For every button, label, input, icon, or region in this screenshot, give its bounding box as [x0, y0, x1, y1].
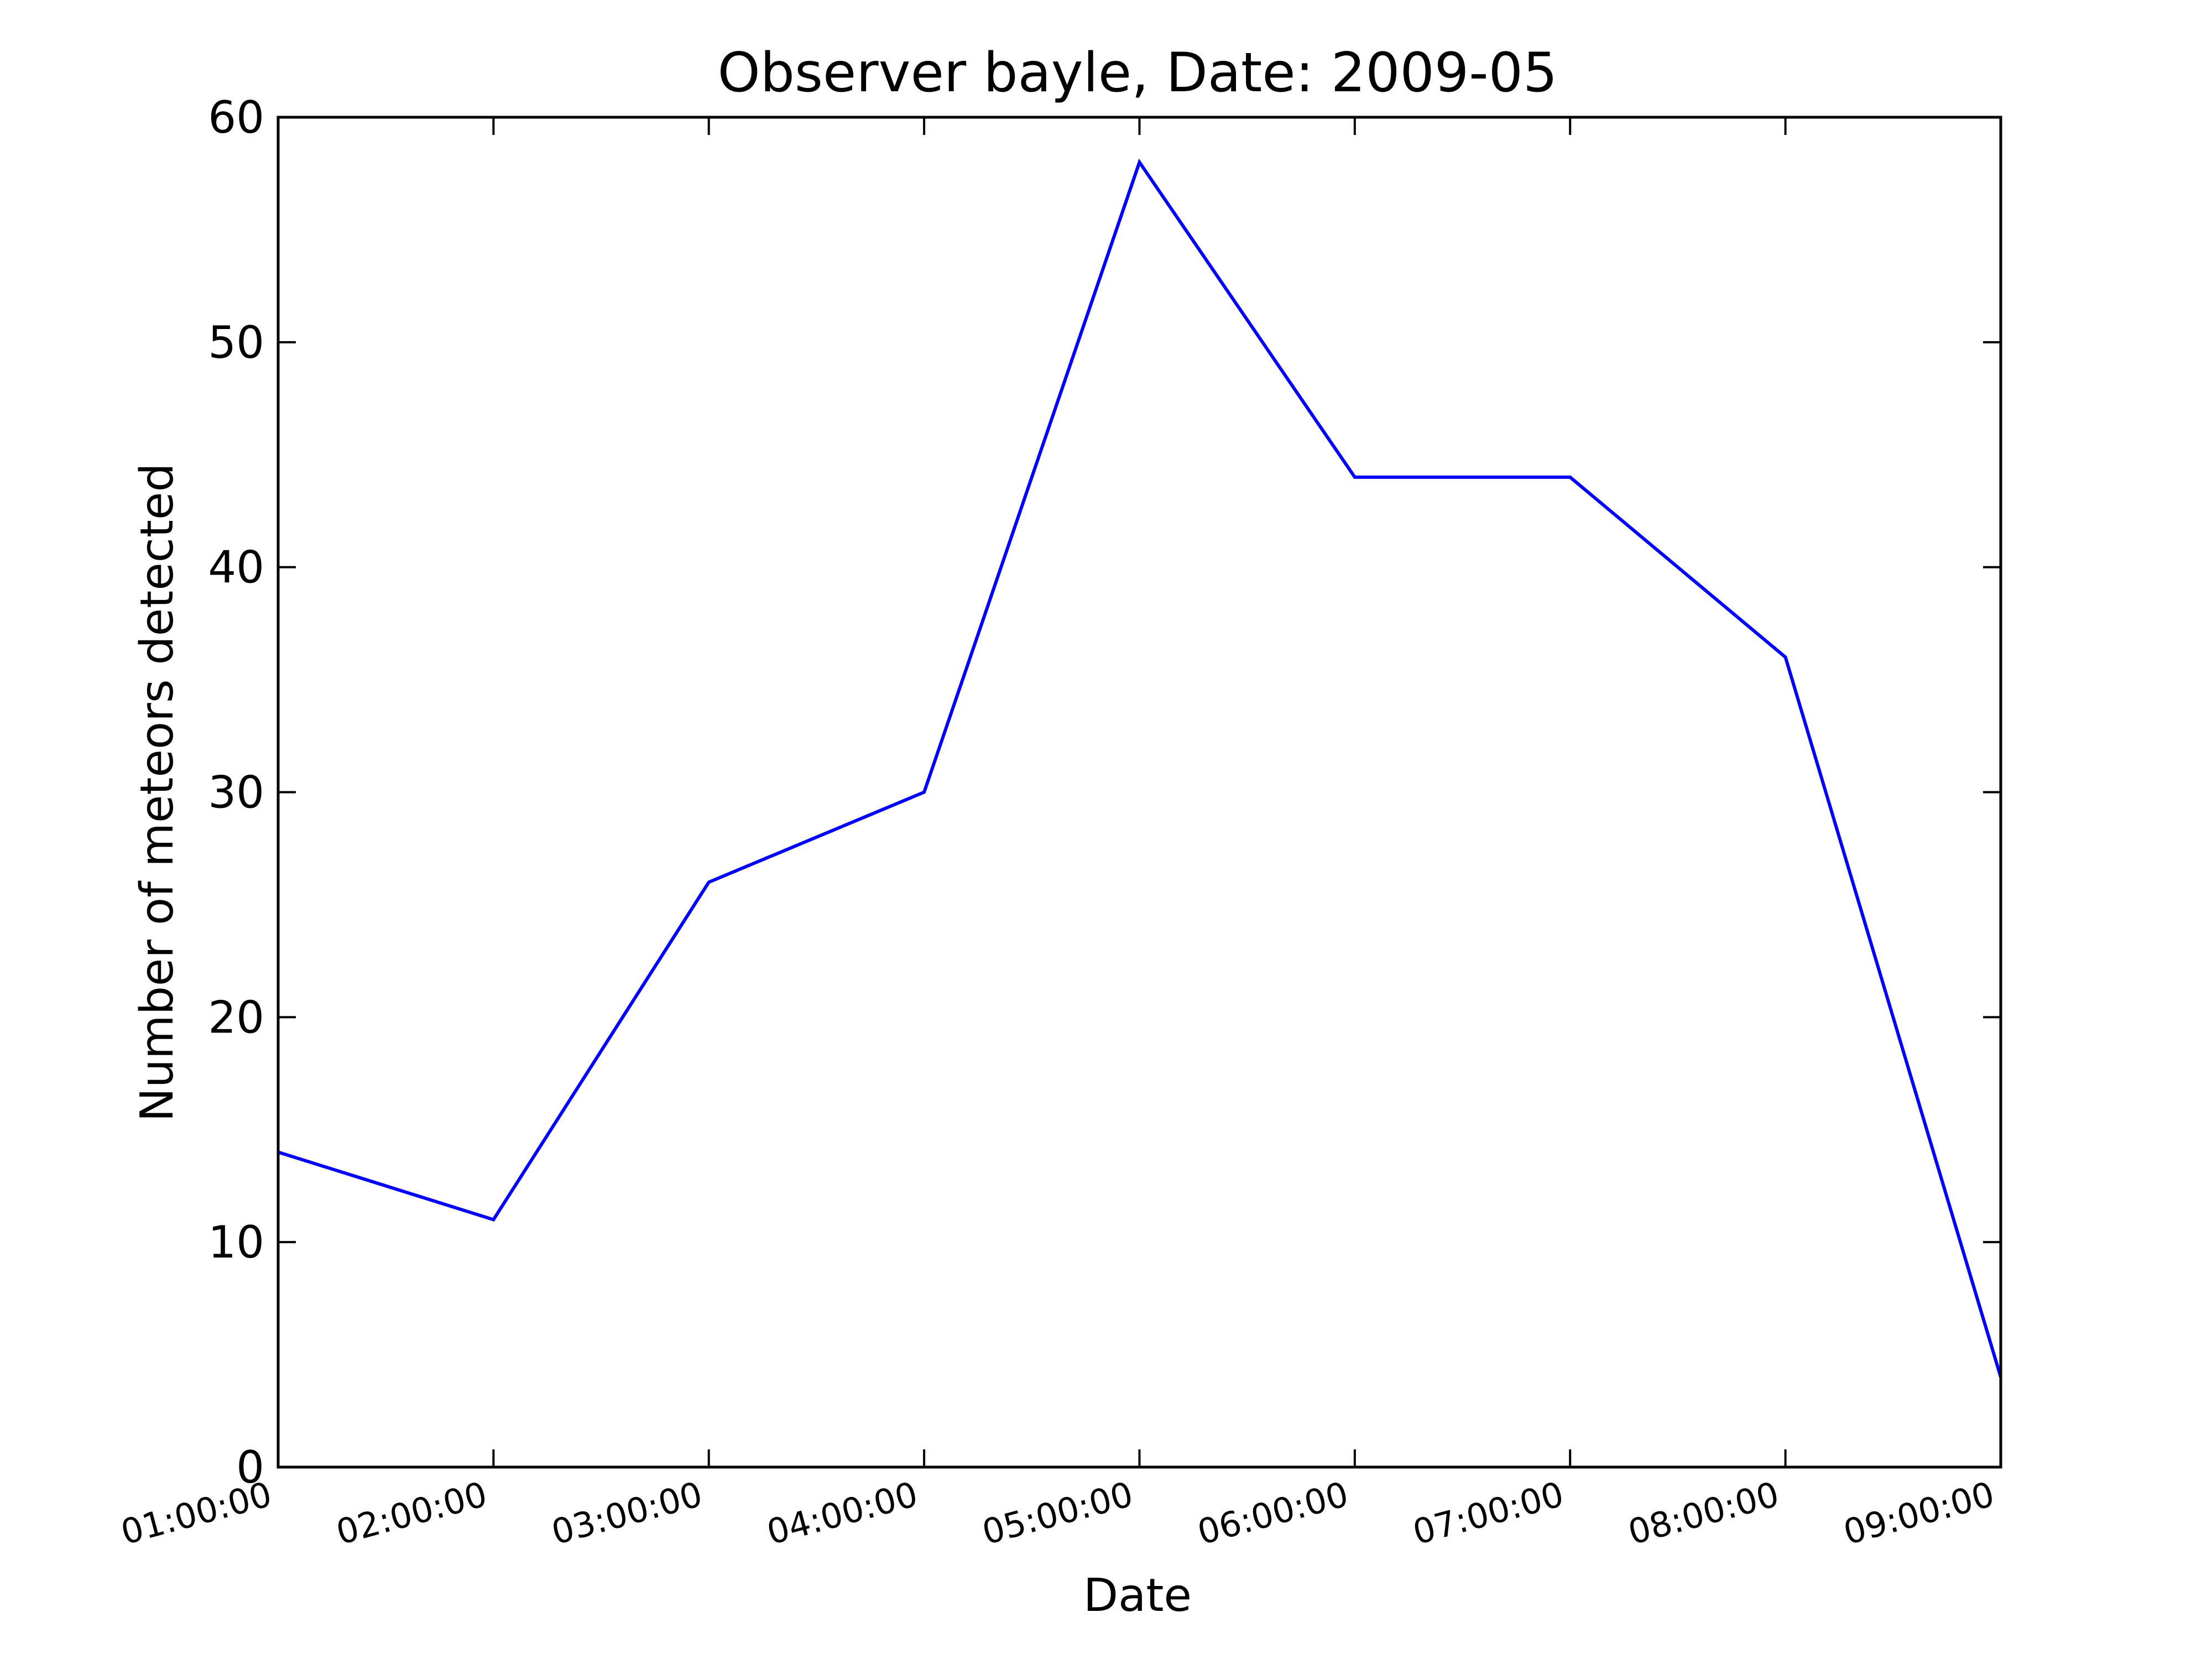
y-tick-label: 30 [208, 767, 264, 818]
series-line [278, 158, 2002, 1378]
y-tick-label: 20 [208, 992, 264, 1043]
x-axis-title: Date [1083, 1569, 1192, 1622]
y-tick-label: 60 [208, 92, 264, 143]
chart-title: Observer bayle, Date: 2009-05 [718, 41, 1558, 105]
plot-frame [276, 116, 2002, 1469]
y-tick-label: 10 [208, 1217, 264, 1268]
y-tick-label: 40 [208, 542, 264, 593]
y-tick-label: 50 [208, 317, 264, 368]
y-axis-title: Number of meteors detected [131, 463, 184, 1121]
y-tick-label: 0 [236, 1442, 264, 1493]
